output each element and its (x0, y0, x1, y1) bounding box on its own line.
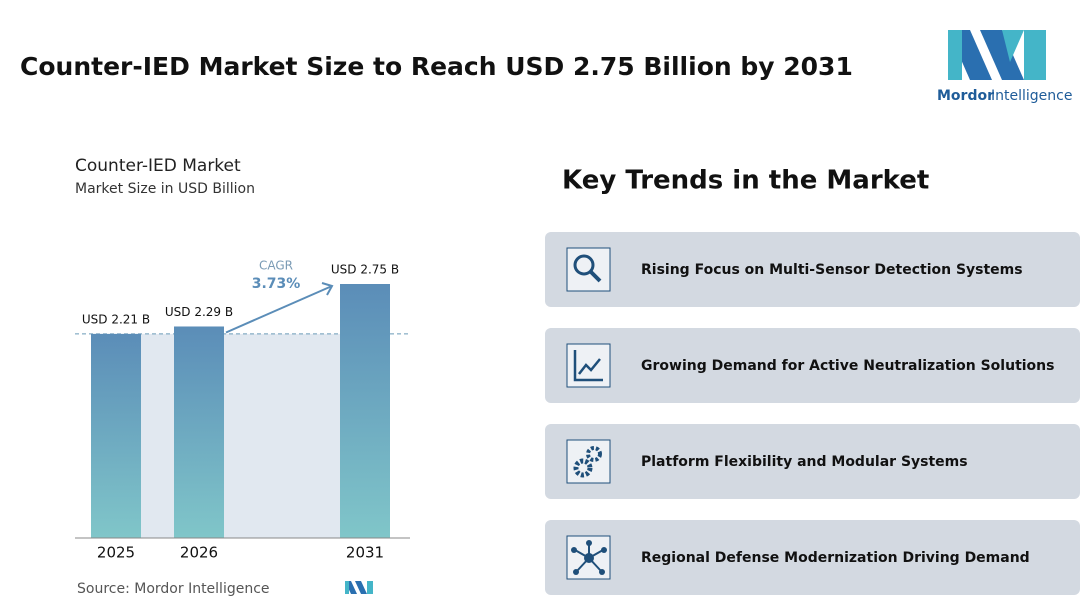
chart: USD 2.21 B 2025 USD 2.29 B 2026 USD 2.75 B 20… (75, 259, 410, 562)
cagr-arrow (225, 285, 333, 334)
trend-card (545, 520, 1080, 595)
trends-list: Rising Focus on Multi-Sensor Detection S… (545, 232, 1080, 595)
trend-text: Regional Defense Modernization Driving D… (641, 550, 1030, 566)
trend-icon (573, 350, 603, 382)
trend-text: Platform Flexibility and Modular Systems (641, 454, 968, 470)
chart-title: Counter-IED Market (75, 156, 241, 176)
cagr-band (141, 333, 340, 538)
x-tick-label: 2031 (346, 544, 384, 562)
chart-subtitle: Market Size in USD Billion (75, 181, 255, 197)
trends-title: Key Trends in the Market (562, 166, 929, 196)
trend-icon (571, 540, 607, 575)
trend-text: Growing Demand for Active Neutralization… (641, 358, 1054, 374)
trend-card (545, 232, 1080, 307)
value-label: USD 2.75 B (331, 263, 399, 277)
trend-text: Rising Focus on Multi-Sensor Detection S… (641, 262, 1023, 278)
trend-icon (573, 446, 602, 478)
logo-brand: Mordor (937, 88, 994, 104)
source-logo (345, 581, 373, 594)
logo: Mordor Intelligence (937, 30, 1072, 104)
cagr-value: 3.73% (252, 276, 301, 292)
bar (174, 326, 224, 538)
source: Source: Mordor Intelligence (77, 581, 270, 597)
x-tick-label: 2025 (97, 544, 135, 562)
cagr-label: CAGR (259, 259, 293, 273)
trend-card (545, 424, 1080, 499)
value-label: USD 2.29 B (165, 305, 233, 319)
bar (91, 333, 141, 538)
bar (340, 284, 390, 538)
trend-icon-box (566, 247, 611, 292)
logo-suffix: Intelligence (991, 88, 1072, 104)
page-title: Counter-IED Market Size to Reach USD 2.7… (20, 52, 853, 81)
value-label: USD 2.21 B (82, 312, 150, 326)
x-tick-label: 2026 (180, 544, 218, 562)
trend-icon (573, 254, 602, 283)
trend-card (545, 328, 1080, 403)
cagr-arrowhead (321, 282, 334, 296)
